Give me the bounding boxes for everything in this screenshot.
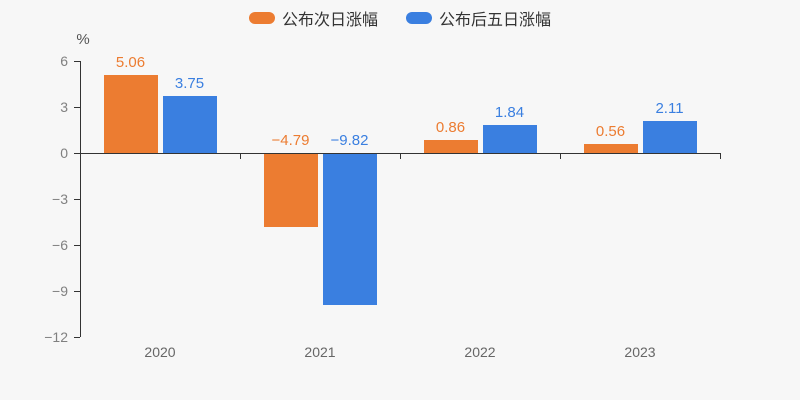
x-axis-tick	[560, 153, 561, 159]
legend-label-five-day-change: 公布后五日涨幅	[439, 12, 552, 29]
y-axis-tick	[74, 290, 80, 292]
x-axis-tick	[400, 153, 401, 159]
y-axis-tick-label: −3	[52, 190, 68, 207]
bar-series0-2022	[423, 139, 478, 153]
y-axis-line	[80, 61, 81, 337]
bar-value-label: 2.11	[655, 99, 684, 117]
y-axis-tick-label: −9	[52, 282, 68, 299]
bar-value-label: 1.84	[494, 103, 525, 121]
y-axis-tick	[74, 107, 80, 108]
x-axis-label-2022: 2022	[464, 344, 496, 360]
x-axis-label-2021: 2021	[304, 344, 336, 360]
y-axis-tick	[74, 336, 80, 338]
legend-marker-orange-icon	[248, 12, 275, 24]
bar-series0-2021	[263, 154, 318, 228]
x-axis-tick	[720, 153, 721, 159]
y-axis-tick-label: −6	[52, 236, 68, 253]
legend: 公布次日涨幅 公布后五日涨幅	[0, 6, 800, 30]
x-axis-tick	[240, 153, 241, 159]
y-axis-tick-label: −12	[44, 328, 68, 345]
y-axis-tick	[74, 153, 80, 154]
bar-value-label: −9.82	[330, 132, 369, 149]
bar-series0-2023	[583, 144, 638, 153]
y-axis-tick	[74, 198, 80, 200]
bar-series1-2023	[642, 120, 697, 153]
y-axis-tick-label: 3	[60, 99, 68, 115]
legend-item-five-day-change[interactable]: 公布后五日涨幅	[406, 6, 551, 30]
x-axis-label-2020: 2020	[144, 344, 176, 360]
y-axis-unit-label: %	[76, 31, 90, 48]
y-axis-tick-label: 6	[60, 53, 68, 69]
legend-marker-blue-icon	[406, 12, 432, 24]
bar-value-label: 3.75	[174, 74, 205, 92]
y-axis-tick	[74, 61, 80, 62]
y-axis-tick-label: 0	[60, 145, 68, 161]
x-axis-label-2023: 2023	[624, 344, 656, 360]
bar-series0-2020	[103, 75, 158, 153]
legend-label-next-day-change: 公布次日涨幅	[281, 12, 378, 29]
bar-value-label: 0.56	[595, 123, 626, 141]
bar-value-label: 0.86	[435, 118, 466, 136]
bar-value-label: −4.79	[271, 132, 310, 149]
legend-item-next-day-change[interactable]: 公布次日涨幅	[248, 6, 378, 30]
bar-series1-2021	[322, 154, 377, 305]
y-axis-tick	[74, 244, 80, 246]
bar-series1-2022	[482, 124, 537, 153]
bar-value-label: 5.06	[115, 54, 146, 72]
bar-series1-2020	[162, 95, 217, 153]
